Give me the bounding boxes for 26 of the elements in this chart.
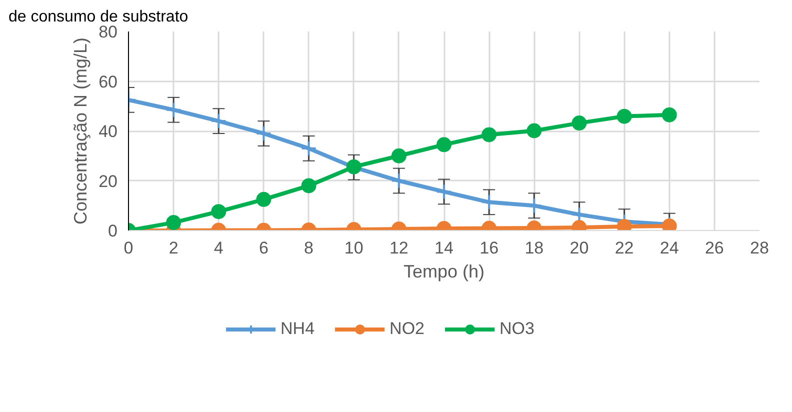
legend-label: NO3 bbox=[500, 319, 534, 339]
y-tick-label: 20 bbox=[98, 172, 118, 191]
x-tick-label: 4 bbox=[214, 238, 224, 258]
x-tick-label: 16 bbox=[480, 238, 499, 258]
y-tick-label: 60 bbox=[98, 72, 118, 92]
y-axis-title: Concentração N (mg/L) bbox=[70, 37, 91, 225]
legend-label: NH4 bbox=[280, 319, 315, 339]
x-axis-title: Tempo (h) bbox=[403, 262, 485, 282]
legend-label: NO2 bbox=[390, 319, 425, 339]
x-tick-label: 0 bbox=[124, 238, 134, 258]
y-tick-label: 80 bbox=[98, 22, 118, 42]
y-tick-label: 40 bbox=[98, 122, 118, 141]
text: de consumo de substrato bbox=[8, 8, 188, 26]
x-tick-label: 26 bbox=[704, 238, 724, 258]
x-tick-label: 12 bbox=[389, 238, 408, 258]
x-tick-label: 14 bbox=[434, 238, 454, 258]
x-tick-label: 10 bbox=[344, 238, 364, 258]
y-tick-label: 0 bbox=[108, 222, 118, 240]
x-tick-label: 18 bbox=[524, 238, 544, 258]
x-tick-label: 24 bbox=[660, 238, 679, 258]
x-tick-label: 22 bbox=[614, 238, 634, 258]
x-tick-label: 28 bbox=[750, 238, 769, 258]
x-tick-label: 8 bbox=[304, 238, 314, 258]
x-tick-label: 6 bbox=[258, 238, 268, 258]
x-tick-label: 20 bbox=[570, 238, 589, 258]
x-tick-label: 2 bbox=[168, 238, 178, 258]
